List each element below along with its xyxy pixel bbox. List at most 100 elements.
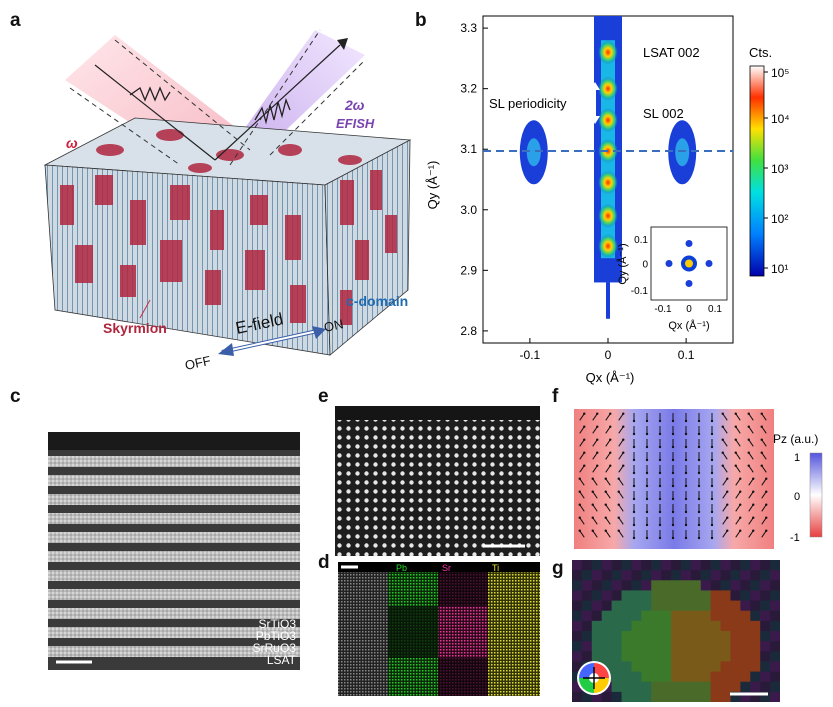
pz-arrow-106 (592, 504, 598, 512)
sl-peak-2 (598, 108, 618, 133)
sl-period-arrow (590, 82, 600, 124)
pz-arrow-head-120 (578, 516, 581, 519)
dpc-pixel (661, 631, 672, 642)
dpc-pixel (661, 671, 672, 683)
pz-arrow-head-19 (632, 432, 636, 436)
dpc-pixel (750, 631, 761, 642)
pz-arrow-head-53 (684, 458, 688, 462)
dpc-pixel (730, 620, 741, 632)
pz-arrow-head-137 (604, 529, 607, 532)
inset-x-tick-0: -0.1 (654, 304, 672, 315)
stem-stripe-1 (48, 475, 300, 486)
pz-arrow-head-1 (596, 412, 599, 415)
inset-x-tick-2: 0.1 (708, 304, 722, 315)
pz-arrow-head-36 (658, 445, 662, 449)
dpc-pixel (611, 580, 623, 591)
panel-letter-a: a (10, 10, 21, 31)
pz-arrow-head-7 (671, 419, 675, 423)
dpc-pixel (720, 620, 731, 632)
pz-arrow-57 (735, 452, 741, 460)
dpc-pixel (760, 570, 771, 581)
dpc-pixel (720, 651, 731, 662)
dpc-pixel (671, 631, 682, 642)
inset-center-core (685, 259, 693, 268)
pz-arrow-74 (761, 465, 767, 473)
pz-arrow-head-115 (710, 510, 714, 514)
sl-period-label: SL periodicity (489, 96, 567, 111)
sl-peak-0 (598, 40, 618, 65)
dpc-pixel (671, 691, 682, 702)
dpc-pixel (591, 560, 603, 571)
dpc-pixel (601, 641, 613, 652)
pz-arrow-head-64 (632, 471, 636, 475)
dpc-pixel (631, 570, 642, 581)
dpc-pixel (601, 610, 613, 622)
pz-arrow-head-102 (739, 490, 742, 493)
dpc-pixel (680, 651, 692, 662)
pz-arrow-head-121 (591, 516, 594, 519)
dpc-pixel (720, 691, 731, 702)
panel-b-rsm-chart: -0.1 0 0.1 2.8 2.9 3.0 3.1 3.2 3.3 LSAT 002 SL 0… (425, 15, 790, 385)
panel-e-atomic-image (335, 406, 540, 556)
efish-label: EFISH (336, 116, 375, 131)
dpc-pixel (770, 681, 780, 693)
panel-letter-e: e (318, 386, 329, 407)
pz-arrow-head-28 (747, 425, 750, 428)
dpc-pixel (651, 620, 662, 632)
pz-arrow-head-44 (760, 438, 763, 441)
dpc-pixel (770, 610, 780, 622)
dpc-pixel (740, 600, 751, 612)
dpc-pixel (680, 580, 692, 591)
pz-arrow-27 (735, 426, 741, 434)
pz-arrow-138 (618, 530, 624, 538)
colorbar-tick-label-2: 10³ (771, 162, 788, 176)
pz-arrow-head-27 (734, 425, 737, 428)
dpc-pixel (661, 570, 672, 581)
pz-arrow-63 (618, 465, 624, 473)
dpc-pixel (671, 590, 682, 602)
pz-arrow-head-131 (726, 516, 729, 519)
pz-arrow-head-38 (684, 445, 688, 449)
rsm-xlabel: Qx (Å⁻¹) (586, 370, 635, 385)
dpc-pixel (651, 590, 662, 602)
dpc-pixel (621, 691, 632, 702)
pz-arrow-56 (722, 452, 728, 460)
dpc-pixel (611, 570, 623, 581)
dpc-pixel (671, 651, 682, 662)
dpc-pixel (591, 590, 603, 602)
pz-arrow-86 (722, 478, 728, 486)
dpc-pixel (690, 570, 702, 581)
sl-peak-1 (598, 76, 618, 101)
skyrmion-leader (139, 299, 151, 319)
dpc-pixel (730, 631, 741, 642)
dpc-pixel (641, 590, 652, 602)
dpc-pixel (591, 580, 603, 591)
dpc-pixel (591, 600, 603, 612)
dpc-pixel (661, 641, 672, 652)
dpc-pixel (641, 661, 652, 673)
pz-arrow-head-66 (658, 471, 662, 475)
dpc-pixel (740, 691, 751, 702)
pz-arrow-head-124 (632, 523, 636, 527)
dpc-pixel (621, 580, 632, 591)
pz-arrow-119 (761, 504, 767, 512)
pz-arrow-head-86 (726, 477, 729, 480)
dpc-pixel (572, 600, 583, 612)
pz-arrow-head-33 (622, 438, 625, 441)
pz-arrow-head-25 (710, 432, 714, 436)
y-tick-label-1: 2.9 (460, 263, 477, 277)
pz-arrow-head-23 (684, 432, 688, 436)
pz-arrow-108 (618, 504, 624, 512)
dpc-pixel (690, 651, 702, 662)
dpc-pixel (700, 691, 712, 702)
dpc-pixel (581, 610, 593, 622)
dpc-pixel (671, 610, 682, 622)
dpc-pixel (631, 620, 642, 632)
dpc-pixel (700, 560, 712, 571)
dpc-pixel (581, 691, 593, 702)
pz-arrow-107 (605, 504, 611, 512)
pz-arrow-head-109 (632, 510, 636, 514)
dpc-pixel (750, 590, 761, 602)
dpc-pixel (641, 580, 652, 591)
pz-arrow-60 (579, 465, 585, 473)
